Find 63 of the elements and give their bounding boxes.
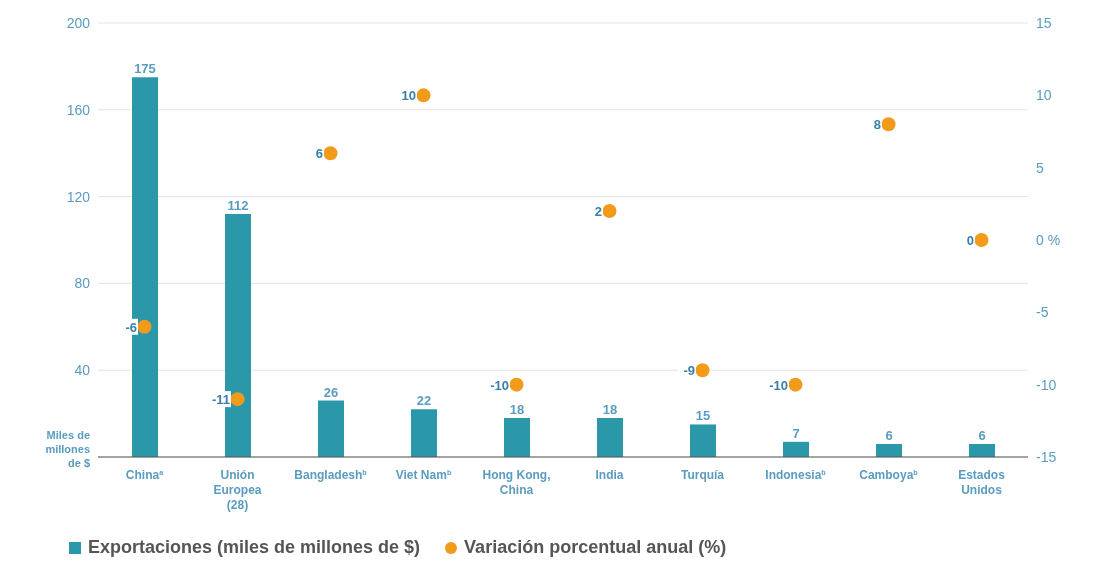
point — [602, 204, 617, 219]
point — [416, 88, 431, 103]
bar — [318, 400, 344, 457]
y2-tick-label: 15 — [1036, 14, 1052, 31]
bar — [411, 409, 437, 457]
data-label: 15 — [695, 408, 711, 424]
data-label: 6 — [315, 146, 323, 162]
x-tick-label: Hong Kong, China — [482, 468, 551, 497]
data-label: 18 — [509, 401, 525, 417]
legend-label: Variación porcentual anual (%) — [463, 537, 727, 558]
data-label: 6 — [978, 427, 986, 443]
x-tick-label: Unión Europea (28) — [213, 468, 262, 512]
data-label: -9 — [683, 363, 695, 379]
x-tick-label: Bangladesh$^{b}$ — [294, 467, 368, 482]
data-label: 2 — [594, 204, 602, 220]
point — [974, 233, 989, 247]
data-label: -11 — [211, 392, 230, 408]
y2-tick-label: -15 — [1036, 448, 1057, 465]
data-label: -10 — [769, 377, 788, 393]
point — [323, 146, 338, 161]
data-label: 175 — [134, 61, 156, 77]
data-label: 22 — [416, 393, 432, 409]
y2-tick-label: 0 % — [1036, 231, 1061, 248]
y-tick-label: 120 — [66, 188, 91, 205]
y2-tick-label: -5 — [1036, 304, 1049, 321]
point — [788, 377, 803, 392]
x-tick-label: India — [595, 468, 624, 482]
data-label: 8 — [873, 117, 881, 133]
x-tick-label: Camboya$^{b}$ — [859, 467, 919, 482]
y2-tick-label: 5 — [1036, 159, 1044, 176]
point — [230, 392, 245, 407]
data-label: -10 — [490, 377, 509, 393]
point — [137, 319, 152, 334]
data-label: 7 — [792, 425, 800, 441]
bar — [504, 417, 530, 457]
bar — [783, 441, 809, 457]
data-label: 26 — [323, 384, 339, 400]
y-axis-title: Miles de millones de $ — [45, 429, 90, 469]
x-tick-label: Estados Unidos — [958, 468, 1006, 497]
x-tick-label: China$^{a}$ — [125, 467, 165, 482]
y-tick-label: 40 — [74, 362, 91, 379]
point — [695, 363, 710, 378]
data-label: 10 — [401, 88, 416, 104]
bar — [690, 424, 716, 457]
x-tick-label: Indonesia$^{b}$ — [765, 467, 827, 482]
y-tick-label: 160 — [66, 101, 91, 118]
data-label: 18 — [602, 401, 618, 417]
legend-label: Exportaciones (miles de millones de $) — [87, 537, 421, 558]
bar — [876, 443, 902, 457]
point — [509, 377, 524, 392]
data-label: 6 — [885, 427, 893, 443]
bar — [969, 443, 995, 457]
y2-tick-label: -10 — [1036, 376, 1057, 393]
y-tick-label: 80 — [74, 275, 91, 292]
x-tick-label: Turquía — [680, 468, 725, 482]
point — [881, 117, 896, 132]
bar — [597, 417, 623, 457]
y-tick-label: 200 — [66, 14, 91, 31]
x-tick-label: Viet Nam$^{b}$ — [395, 467, 452, 482]
data-label: 0 — [966, 233, 974, 248]
data-label: -6 — [125, 319, 137, 335]
data-label: 112 — [227, 197, 249, 213]
y2-tick-label: 10 — [1036, 87, 1052, 104]
